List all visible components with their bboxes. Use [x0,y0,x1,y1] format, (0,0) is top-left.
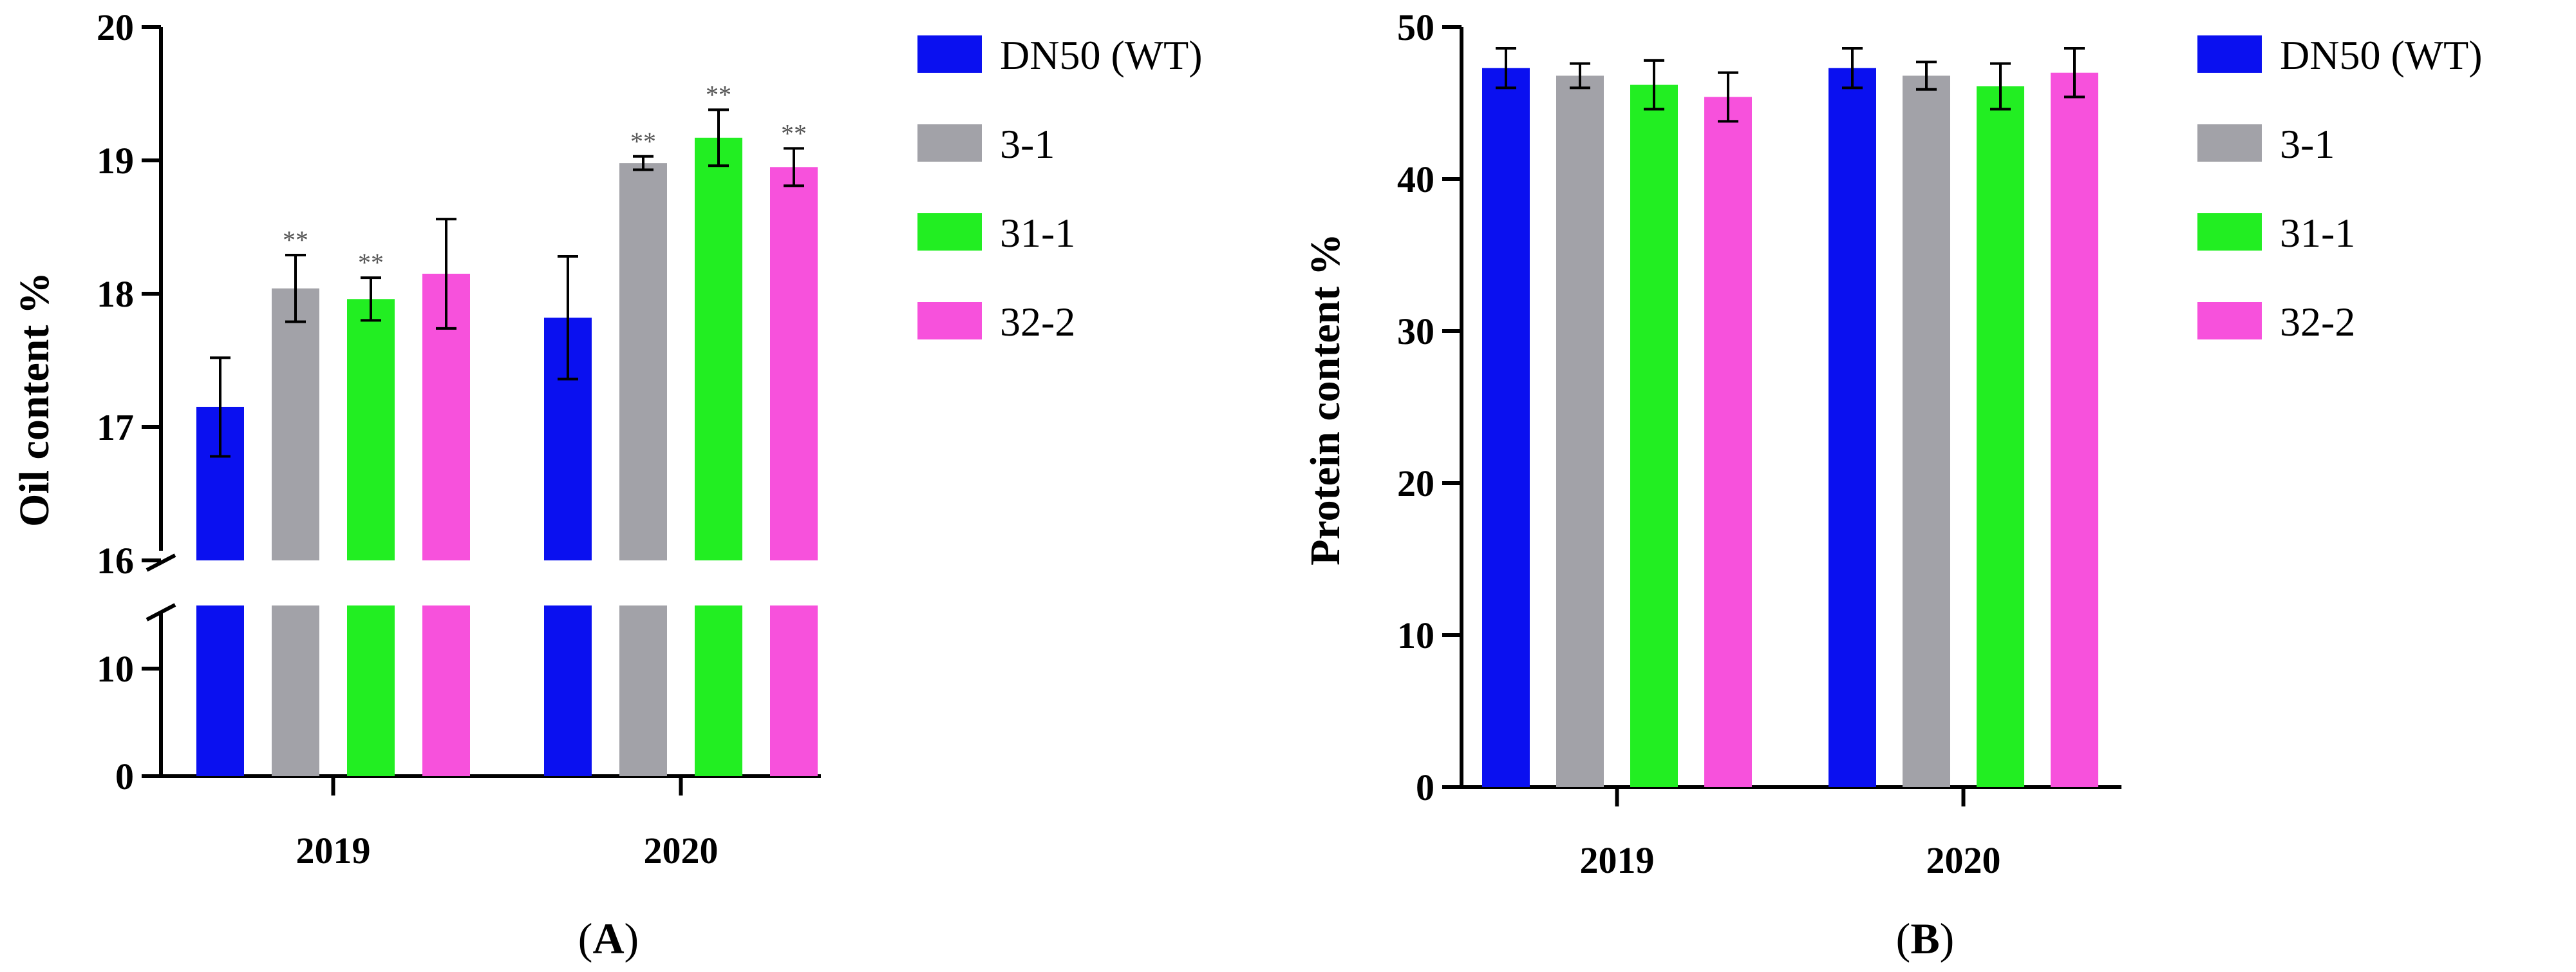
bar [1903,75,1950,787]
y-tick-label: 10 [97,648,134,690]
y-tick-label: 50 [1397,6,1434,48]
x-tick-label: 2019 [1580,839,1655,881]
bar-lower [544,605,592,776]
significance-label: ** [781,119,807,148]
y-tick-label: 20 [1397,462,1434,504]
legend-label: 31-1 [1000,210,1075,256]
bar [1977,86,2024,787]
bar-upper [619,163,667,560]
chart-b: 0 10 20 30 40 50 Protein content % 2019 2020 DN50… [1302,6,2483,881]
bar-lower [695,605,742,776]
panel-label-a: (A) [578,914,639,963]
bar-lower [770,605,818,776]
legend-swatch [2197,124,2262,162]
legend-swatch [2197,302,2262,339]
legend-label: 32-2 [1000,299,1075,345]
x-tick-label: 2020 [1926,839,2001,881]
legend-label: 3-1 [2280,121,2335,167]
legend-swatch [917,302,982,339]
bar-lower [272,605,319,776]
y-axis-label: Oil content % [11,272,58,527]
y-tick-label: 40 [1397,158,1434,200]
legend-label: 3-1 [1000,121,1055,167]
significance-label: ** [630,127,656,156]
significance-label: ** [283,225,308,254]
x-tick-label: 2020 [644,830,719,872]
legend-label: DN50 (WT) [2280,32,2483,78]
bar [2051,72,2098,787]
y-tick-label: 0 [1416,767,1434,808]
y-tick-label: 0 [115,756,134,797]
bar-upper [272,288,319,560]
bar-upper [770,167,818,561]
y-tick-label: 17 [97,406,134,448]
legend-label: 32-2 [2280,299,2355,345]
legend-label: 31-1 [2280,210,2355,256]
bar [1829,68,1876,788]
bar-lower [422,605,470,776]
bar [1704,97,1752,787]
significance-label: ** [706,80,731,109]
legend-label: DN50 (WT) [1000,32,1203,78]
legend-swatch [917,35,982,73]
chart-a: 16 17 18 19 20 0 10 Oil content % 2019 ** ** 2020 **… [11,6,1203,872]
bar-upper [695,137,742,560]
bar-lower [347,605,395,776]
significance-label: ** [358,248,384,277]
legend-swatch [917,124,982,162]
bar [1630,84,1678,788]
bar-upper [347,299,395,560]
x-tick-label: 2019 [296,830,371,872]
y-tick-label: 10 [1397,615,1434,656]
y-tick-label: 20 [97,6,134,48]
bar-lower [196,605,244,776]
y-tick-label: 16 [97,540,134,582]
legend-swatch [917,213,982,251]
legend-swatch [2197,213,2262,251]
bar-lower [619,605,667,776]
y-tick-label: 18 [97,273,134,315]
bar [1556,75,1604,787]
y-axis-label: Protein content % [1302,233,1349,566]
bar [1482,68,1530,788]
axis-break-mark [146,553,176,572]
y-tick-label: 19 [97,140,134,182]
legend-swatch [2197,35,2262,73]
axis-break-mark [146,603,176,622]
panel-label-b: (B) [1896,914,1955,963]
y-tick-label: 30 [1397,310,1434,352]
